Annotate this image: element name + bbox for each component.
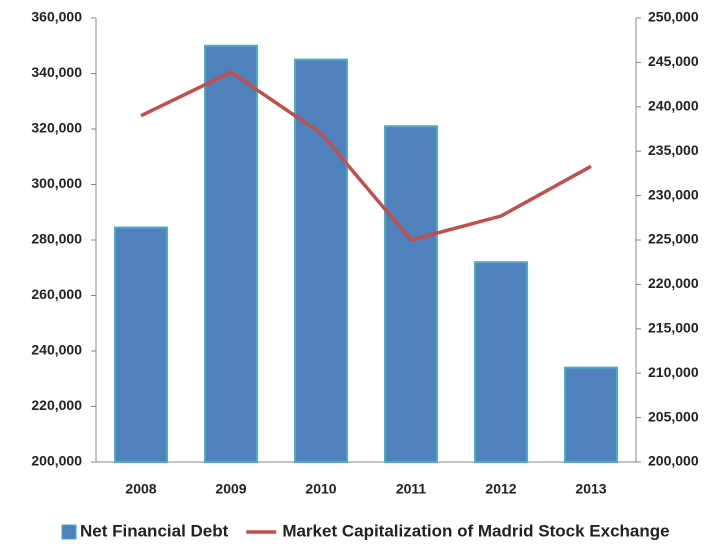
legend-label: Market Capitalization of Madrid Stock Ex…: [282, 521, 669, 540]
y-tick-label: 360,000: [31, 9, 82, 25]
y-tick-label: 240,000: [31, 342, 82, 358]
bar: [294, 58, 348, 463]
y2-tick-label: 240,000: [648, 98, 699, 114]
y2-tick-label: 235,000: [648, 142, 699, 158]
x-tick-label: 2012: [485, 481, 516, 497]
bar: [564, 366, 618, 463]
bar: [204, 44, 258, 463]
legend-swatch: [61, 524, 77, 540]
bar: [474, 261, 528, 464]
y-tick-label: 280,000: [31, 231, 82, 247]
x-tick-label: 2008: [125, 481, 156, 497]
y2-tick-label: 205,000: [648, 408, 699, 424]
legend-label: Net Financial Debt: [80, 521, 229, 540]
y-tick-label: 260,000: [31, 286, 82, 302]
x-tick-label: 2010: [305, 481, 336, 497]
line: [140, 70, 592, 242]
y-tick-label: 300,000: [31, 175, 82, 191]
y-tick-label: 220,000: [31, 397, 82, 413]
bar: [114, 226, 168, 463]
y-tick-label: 340,000: [31, 64, 82, 80]
bar: [384, 125, 438, 463]
y2-tick-label: 225,000: [648, 231, 699, 247]
x-tick-label: 2011: [396, 481, 427, 497]
y2-tick-label: 230,000: [648, 186, 699, 202]
y2-tick-label: 245,000: [648, 53, 699, 69]
x-tick-label: 2013: [575, 481, 606, 497]
y2-tick-label: 220,000: [648, 275, 699, 291]
y-tick-label: 200,000: [31, 453, 82, 469]
x-tick-label: 2009: [215, 481, 246, 497]
y2-tick-label: 200,000: [648, 453, 699, 469]
y2-tick-label: 250,000: [648, 9, 699, 25]
y2-tick-label: 210,000: [648, 364, 699, 380]
y-tick-label: 320,000: [31, 120, 82, 136]
y2-tick-label: 215,000: [648, 320, 699, 336]
